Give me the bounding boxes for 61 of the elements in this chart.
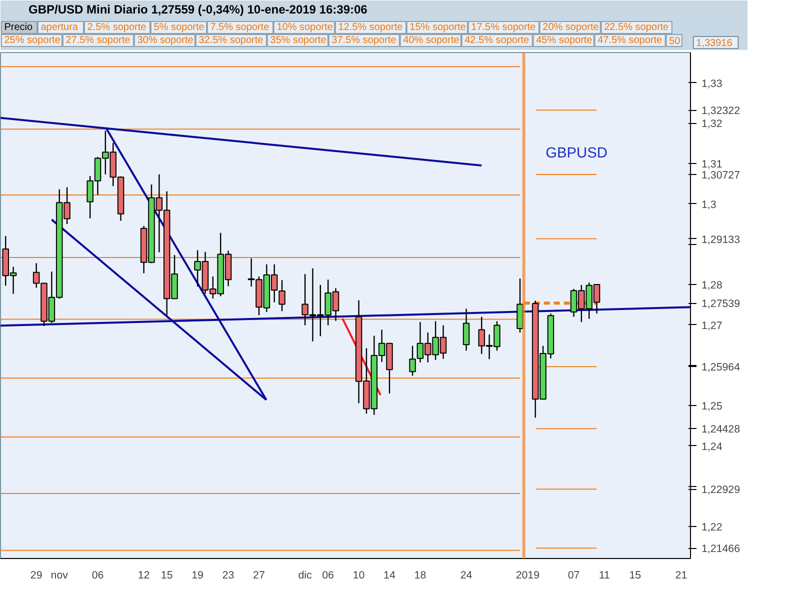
y-tick-label: 1,31: [702, 158, 722, 170]
text: apertura: [40, 22, 78, 33]
x-tick-label: 06: [92, 570, 104, 582]
y-tick-label: 1,22929: [702, 484, 740, 496]
text: 20% soporte: [542, 22, 600, 33]
x-tick-label: 29: [30, 570, 42, 582]
y-tick-label: 1,25: [702, 400, 722, 413]
y-tick-label: 1,32: [702, 118, 722, 130]
text: 40% soporte: [403, 35, 460, 46]
text: 5% soporte: [154, 22, 205, 33]
text: 27.5% soporte: [66, 35, 131, 46]
x-tick-label: 15: [160, 570, 173, 582]
x-tick-label: 2019: [516, 570, 540, 582]
text: 45% soporte: [536, 35, 593, 46]
y-tick-label: 1,22: [702, 522, 722, 534]
x-tick-label: 07: [568, 570, 580, 582]
x-tick-label: 21: [675, 570, 688, 582]
x-tick-label: 06: [322, 570, 334, 582]
text: 25% soporte: [4, 35, 61, 46]
annotation: GBPUSD: [546, 146, 608, 162]
x-tick-label: 27: [253, 570, 265, 582]
text: 1,33916: [696, 38, 733, 49]
x-tick-label: 19: [192, 570, 204, 582]
text: 30% soporte: [137, 35, 194, 46]
text: 35% soporte: [270, 35, 327, 46]
y-tick-label: 1,33: [702, 78, 722, 90]
x-tick-label: nov: [50, 570, 69, 582]
y-tick-label: 1,24428: [702, 424, 740, 436]
y-tick-label: 1,24: [702, 440, 722, 453]
y-tick-label: 1,30727: [702, 169, 740, 182]
x-tick-label: 18: [414, 570, 426, 582]
y-tick-label: 1,27539: [702, 298, 740, 310]
y-tick-label: 1,29133: [702, 234, 740, 246]
text: 12.5% soporte: [338, 22, 404, 33]
x-tick-label: 10: [352, 570, 365, 582]
text: 17.5% soporte: [471, 22, 536, 33]
text: 47.5% soporte: [598, 35, 663, 46]
y-tick-label: 1,28: [702, 280, 722, 292]
y-tick-label: 1,25964: [702, 362, 740, 374]
text: 10% soporte: [276, 22, 334, 33]
text: 50: [669, 36, 681, 47]
x-tick-label: 12: [138, 570, 150, 582]
x-tick-label: dic: [298, 570, 313, 582]
x-tick-label: 24: [460, 570, 472, 582]
y-tick-label: 1,32322: [702, 105, 740, 118]
text: 7.5% soporte: [210, 22, 270, 33]
text: 22.5% soporte: [604, 22, 670, 33]
text: 2.5% soporte: [87, 22, 147, 33]
y-tick-label: 1,27: [702, 320, 722, 332]
x-tick-label: 14: [384, 570, 396, 582]
x-tick-label: 11: [598, 570, 610, 582]
x-tick-label: 15: [629, 570, 642, 582]
text: 42.5% soporte: [464, 35, 530, 46]
text: Precio: [4, 22, 34, 33]
x-tick-label: 23: [222, 570, 234, 582]
text: 37.5% soporte: [332, 35, 397, 46]
text: 15% soporte: [410, 22, 466, 33]
y-tick-label: 1,21466: [702, 543, 740, 556]
y-tick-label: 1,3: [702, 198, 716, 211]
text: 32.5% soporte: [198, 35, 264, 46]
chart-title: GBP/USD Mini Diario 1,27559 (-0,34%) 10-ene-2019 16:39:06: [28, 2, 368, 16]
